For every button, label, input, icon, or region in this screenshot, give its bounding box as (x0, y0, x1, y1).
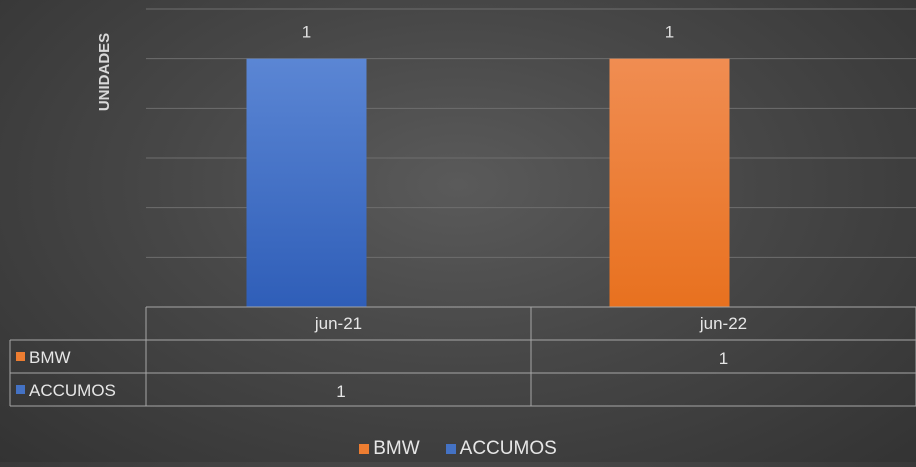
data-label-bmw-jun-22: 1 (665, 23, 674, 42)
table-row-label-bmw: BMW (29, 348, 71, 367)
table-cell-bmw-jun-22: 1 (719, 349, 728, 368)
table-header-jun-21: jun-21 (314, 314, 362, 333)
legend: BMW ACCUMOS (0, 438, 916, 460)
data-label-accumos-jun-21: 1 (302, 23, 311, 42)
legend-swatch-accumos (445, 444, 456, 454)
bar-accumos-jun-21 (246, 58, 367, 307)
table-cell-accumos-jun-21: 1 (336, 382, 345, 401)
legend-item-bmw: BMW (359, 438, 420, 460)
legend-label-accumos: ACCUMOS (459, 438, 557, 459)
bars (246, 58, 730, 307)
table-row-label-accumos: ACCUMOS (29, 381, 116, 400)
legend-swatch-bmw (359, 444, 370, 454)
table-swatch-bmw (16, 352, 25, 361)
table-swatch-accumos (16, 385, 25, 394)
data-table: jun-21 jun-22 BMW 1 ACCUMOS 1 (9, 306, 916, 407)
bar-bmw-jun-22 (609, 58, 730, 307)
legend-label-bmw: BMW (373, 438, 420, 459)
legend-item-accumos: ACCUMOS (445, 438, 557, 460)
table-header-jun-22: jun-22 (699, 314, 747, 333)
y-axis-title: UNIDADES (96, 33, 113, 111)
